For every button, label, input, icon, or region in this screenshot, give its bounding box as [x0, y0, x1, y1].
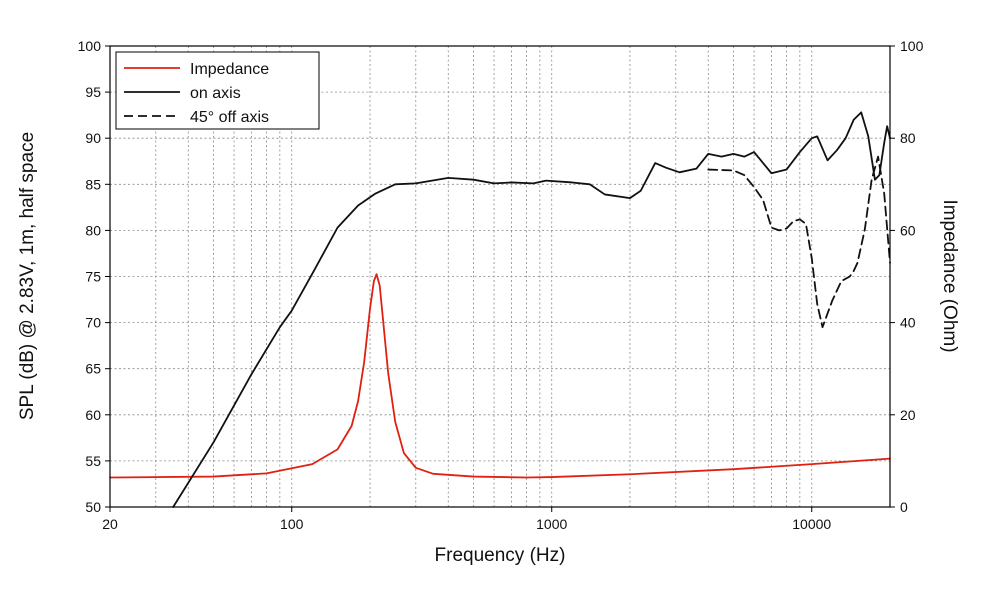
y2-tick-label: 60 — [900, 222, 916, 238]
y-tick-label: 75 — [85, 269, 101, 285]
y-tick-label: 70 — [85, 315, 101, 331]
x-tick-label: 1000 — [536, 516, 567, 532]
series-line-off-axis — [707, 155, 891, 329]
y-tick-label: 80 — [85, 222, 101, 238]
y-tick-label: 90 — [85, 130, 101, 146]
y2-tick-label: 20 — [900, 407, 916, 423]
y2-tick-label: 0 — [900, 499, 908, 515]
y2-tick-label: 100 — [900, 38, 924, 54]
tick-labels: 20 100 1000 1000050556065707580859095100020… — [78, 38, 924, 532]
y-tick-label: 60 — [85, 407, 101, 423]
y-tick-label: 95 — [85, 84, 101, 100]
x-tick-label: 100 — [280, 516, 304, 532]
y2-axis-title: Impedance (Ohm) — [939, 199, 960, 352]
legend-label-off-axis: 45° off axis — [190, 109, 269, 126]
y-axis-title: SPL (dB) @ 2.83V, 1m, half space — [17, 132, 38, 420]
y2-tick-label: 80 — [900, 130, 916, 146]
y-tick-label: 100 — [78, 38, 102, 54]
y-tick-label: 65 — [85, 361, 101, 377]
series-line-impedance — [109, 273, 891, 479]
x-tick-label: 10000 — [792, 516, 831, 532]
y-tick-label: 50 — [85, 499, 101, 515]
x-tick-label: 20 — [102, 516, 118, 532]
x-axis-title: Frequency (Hz) — [435, 545, 566, 566]
legend-label-impedance: Impedance — [190, 61, 269, 78]
y-tick-label: 55 — [85, 453, 101, 469]
y-tick-label: 85 — [85, 176, 101, 192]
series-line-on-axis — [172, 111, 891, 508]
y2-tick-label: 40 — [900, 315, 916, 331]
series-group — [109, 111, 891, 508]
legend: Impedance on axis 45° off axis — [115, 51, 320, 130]
legend-label-on-axis: on axis — [190, 85, 241, 102]
legend-box — [115, 51, 320, 130]
